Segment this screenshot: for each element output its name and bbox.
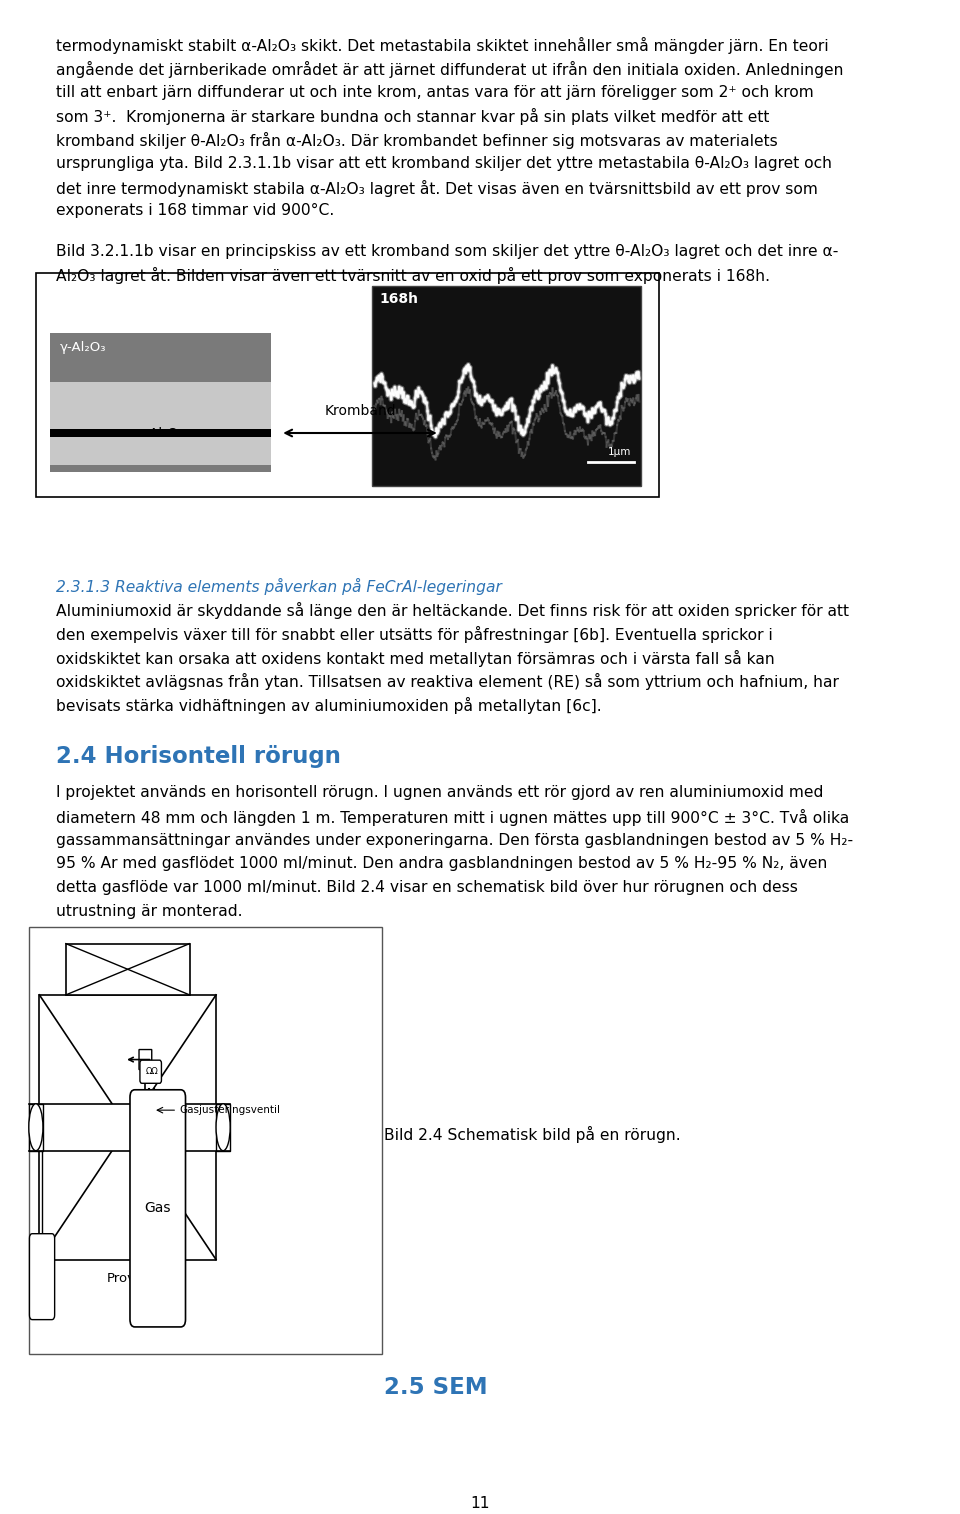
Text: 2.3.1.3 Reaktiva elements påverkan på FeCrAl-legeringar: 2.3.1.3 Reaktiva elements påverkan på Fe… [56,578,501,595]
Text: termodynamiskt stabilt α-Al₂O₃ skikt. Det metastabila skiktet innehåller små män: termodynamiskt stabilt α-Al₂O₃ skikt. De… [56,36,828,55]
FancyBboxPatch shape [139,1049,152,1069]
Text: I projektet används en horisontell rörugn. I ugnen används ett rör gjord av ren : I projektet används en horisontell rörug… [56,784,823,799]
Text: 95 % Ar med gasflödet 1000 ml/minut. Den andra gasblandningen bestod av 5 % H₂-9: 95 % Ar med gasflödet 1000 ml/minut. Den… [56,857,828,872]
Bar [39,995,216,1260]
Text: 11: 11 [470,1496,490,1511]
Text: Prover: Prover [107,1272,149,1285]
Text: gassammansättningar användes under exponeringarna. Den första gasblandningen bes: gassammansättningar användes under expon… [56,833,852,848]
FancyBboxPatch shape [30,1234,55,1320]
Text: till att enbart järn diffunderar ut och inte krom, antas vara för att järn förel: till att enbart järn diffunderar ut och … [56,85,813,100]
Text: oxidskiktet avlägsnas från ytan. Tillsatsen av reaktiva element (RE) så som yttr: oxidskiktet avlägsnas från ytan. Tillsat… [56,674,838,690]
Text: diametern 48 mm och längden 1 m. Temperaturen mitt i ugnen mättes upp till 900°C: diametern 48 mm och längden 1 m. Tempera… [56,808,849,825]
Text: Bild 2.4 Schematisk bild på en rörugn.: Bild 2.4 Schematisk bild på en rörugn. [384,1126,681,1143]
Text: exponerats i 168 timmar vid 900°C.: exponerats i 168 timmar vid 900°C. [56,203,334,218]
Text: utrustning är monterad.: utrustning är monterad. [56,904,242,919]
Text: 2.5 SEM: 2.5 SEM [384,1376,488,1399]
FancyArrowPatch shape [129,1057,150,1061]
Text: γ-Al₂O₃: γ-Al₂O₃ [60,341,106,354]
FancyBboxPatch shape [140,1060,161,1084]
Text: ΩΩ: ΩΩ [145,1067,158,1076]
Bar [50,382,271,465]
Text: oxidskiktet kan orsaka att oxidens kontakt med metallytan försämras och i värsta: oxidskiktet kan orsaka att oxidens konta… [56,650,775,666]
Bar [29,1104,43,1151]
Bar [372,286,641,486]
Bar [36,273,659,497]
Text: 168h: 168h [379,292,419,306]
Text: den exempelvis växer till för snabbt eller utsätts för påfrestningar [6b]. Event: den exempelvis växer till för snabbt ell… [56,625,773,643]
Text: Al₂O₃ lagret åt. Bilden visar även ett tvärsnitt av en oxid på ett prov som expo: Al₂O₃ lagret åt. Bilden visar även ett t… [56,268,770,285]
Text: det inre termodynamiskt stabila α-Al₂O₃ lagret åt. Det visas även en tvärsnittsb: det inre termodynamiskt stabila α-Al₂O₃ … [56,180,818,197]
Text: Bild 3.2.1.1b visar en principskiss av ett kromband som skiljer det yttre θ-Al₂O: Bild 3.2.1.1b visar en principskiss av e… [56,244,838,259]
Bar [50,333,271,472]
Bar [216,1104,230,1151]
Bar [66,943,189,995]
Text: α-Al₂O₃: α-Al₂O₃ [136,427,184,441]
Text: Gasjusteringsventil: Gasjusteringsventil [180,1105,280,1116]
Bar [43,1104,216,1151]
Ellipse shape [216,1104,230,1151]
Text: bevisats stärka vidhäftningen av aluminiumoxiden på metallytan [6c].: bevisats stärka vidhäftningen av alumini… [56,696,601,715]
Text: som 3⁺.  Kromjonerna är starkare bundna och stannar kvar på sin plats vilket med: som 3⁺. Kromjonerna är starkare bundna o… [56,109,769,126]
Bar [50,428,271,438]
FancyArrowPatch shape [285,430,435,436]
Text: Gas: Gas [145,1201,171,1216]
Text: kromband skiljer θ-Al₂O₃ från α-Al₂O₃. Där krombandet befinner sig motsvaras av : kromband skiljer θ-Al₂O₃ från α-Al₂O₃. D… [56,132,778,150]
Text: Kromband: Kromband [324,404,396,418]
Ellipse shape [29,1104,43,1151]
Text: detta gasflöde var 1000 ml/minut. Bild 2.4 visar en schematisk bild över hur rör: detta gasflöde var 1000 ml/minut. Bild 2… [56,880,798,895]
Text: 2.4 Horisontell rörugn: 2.4 Horisontell rörugn [56,745,341,768]
Text: angående det järnberikade området är att järnet diffunderat ut ifrån den initial: angående det järnberikade området är att… [56,61,843,77]
Bar [29,927,382,1354]
Text: 1μm: 1μm [609,447,632,457]
Text: ursprungliga yta. Bild 2.3.1.1b visar att ett kromband skiljer det yttre metasta: ursprungliga yta. Bild 2.3.1.1b visar at… [56,156,831,171]
FancyBboxPatch shape [130,1090,185,1326]
Text: Aluminiumoxid är skyddande så länge den är heltäckande. Det finns risk för att o: Aluminiumoxid är skyddande så länge den … [56,603,849,619]
